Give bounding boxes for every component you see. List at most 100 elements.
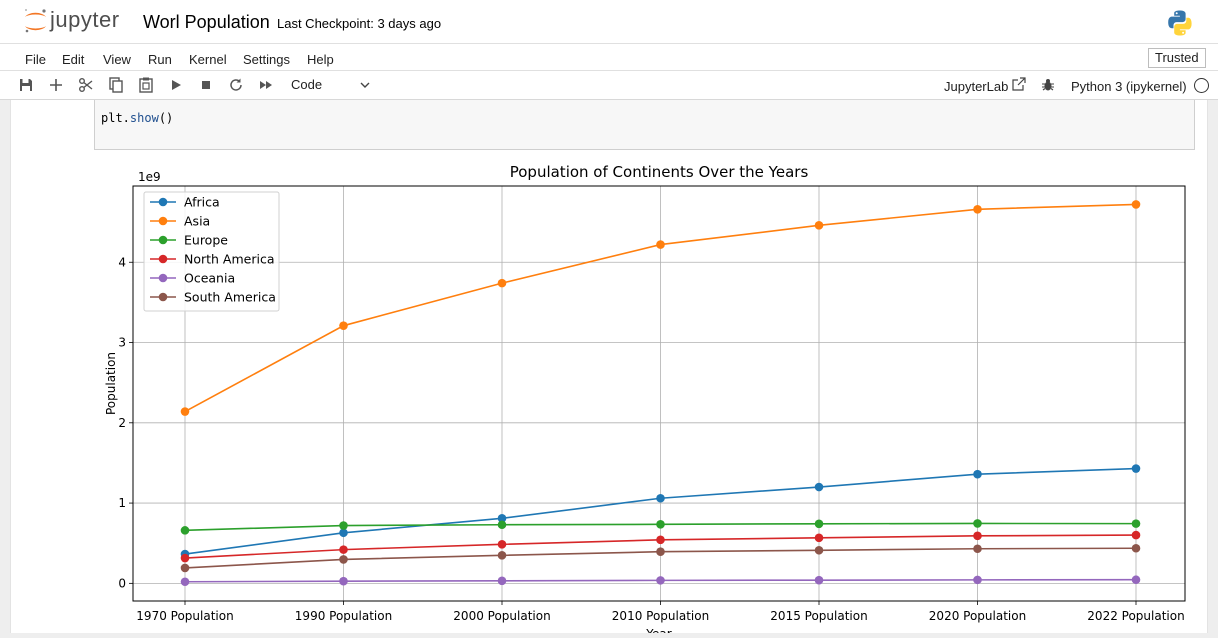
data-point <box>339 545 348 554</box>
x-tick-label: 2000 Population <box>453 609 550 623</box>
data-point <box>656 493 665 503</box>
data-point <box>656 535 665 545</box>
save-icon[interactable] <box>17 76 35 94</box>
jupyterlab-link[interactable]: JupyterLab <box>944 79 1009 94</box>
jupyter-logo-icon[interactable] <box>22 6 130 36</box>
cell-type-select[interactable]: Code <box>283 75 375 95</box>
data-point <box>973 575 982 585</box>
restart-icon[interactable] <box>227 76 245 94</box>
x-tick-label: 2015 Population <box>770 609 867 623</box>
y-tick-label: 3 <box>118 336 126 350</box>
external-link-icon[interactable] <box>1012 77 1026 91</box>
legend-label: Africa <box>184 195 220 210</box>
chevron-down-icon <box>360 82 370 88</box>
data-point <box>814 519 824 529</box>
data-point <box>339 528 348 538</box>
x-axis-label: Year <box>645 627 671 638</box>
legend-marker <box>158 292 168 302</box>
notebook-title[interactable]: Worl Population <box>143 12 270 32</box>
data-point <box>1131 519 1141 528</box>
data-point <box>497 540 507 549</box>
data-point <box>497 514 507 523</box>
y-tick-label: 0 <box>118 576 126 590</box>
data-point <box>339 555 348 564</box>
code-line: plt.show() <box>101 111 173 125</box>
cut-icon[interactable] <box>77 76 95 94</box>
data-point <box>973 531 982 541</box>
copy-icon[interactable] <box>107 76 125 94</box>
fast-forward-icon[interactable] <box>257 76 275 94</box>
legend-marker <box>158 254 168 264</box>
notebook-page: plt.show() Population of Continents Over… <box>10 100 1208 638</box>
grid-layer <box>133 186 1185 601</box>
trusted-indicator[interactable]: Trusted <box>1148 48 1206 68</box>
data-point <box>180 407 190 416</box>
y-tick-label: 2 <box>118 416 126 430</box>
y-tick-label: 1 <box>118 496 126 510</box>
chart-legend: Africa Asia Europe North America Oceania Sout… <box>143 191 280 312</box>
legend-label: Asia <box>184 214 210 229</box>
legend-label: North America <box>184 252 275 267</box>
x-tick-label: 1970 Population <box>136 609 233 623</box>
data-point <box>973 204 982 214</box>
menu-settings[interactable]: Settings <box>243 52 290 67</box>
kernel-name[interactable]: Python 3 (ipykernel) <box>1071 79 1187 94</box>
data-point <box>973 519 982 528</box>
code-cell[interactable]: plt.show() <box>94 100 1195 150</box>
paste-icon[interactable] <box>137 76 155 94</box>
menu-run[interactable]: Run <box>148 52 172 67</box>
plot-frame <box>132 185 1186 602</box>
last-checkpoint: Last Checkpoint: 3 days ago <box>277 16 442 31</box>
data-point <box>814 221 824 230</box>
x-tick-label: 2020 Population <box>929 609 1026 623</box>
run-icon[interactable] <box>167 76 185 94</box>
data-point <box>656 547 665 557</box>
y-axis-offset-label: 1e9 <box>138 170 161 184</box>
data-point <box>1131 464 1141 473</box>
data-point <box>814 533 824 543</box>
data-point <box>497 278 507 288</box>
series-layer <box>180 200 1141 587</box>
data-point <box>973 469 982 479</box>
legend-marker <box>158 216 168 226</box>
menubar: File Edit View Run Kernel Settings Help … <box>0 43 1218 71</box>
legend-label: South America <box>184 290 276 305</box>
data-point <box>814 545 824 555</box>
menu-file[interactable]: File <box>25 52 46 67</box>
data-point <box>656 520 665 529</box>
notebook-area: plt.show() Population of Continents Over… <box>0 100 1218 638</box>
data-point <box>1131 543 1141 553</box>
data-point <box>497 520 507 530</box>
menu-edit[interactable]: Edit <box>62 52 85 67</box>
data-point <box>180 526 190 535</box>
data-point <box>814 575 824 585</box>
data-point <box>656 576 665 585</box>
data-point <box>973 544 982 554</box>
x-tick-label: 2010 Population <box>612 609 709 623</box>
data-point <box>1131 575 1141 585</box>
data-point <box>180 577 190 587</box>
cell-type-value: Code <box>291 77 323 92</box>
y-axis-label: Population <box>104 352 118 415</box>
add-icon[interactable] <box>47 76 65 94</box>
menu-help[interactable]: Help <box>307 52 334 67</box>
data-point <box>497 551 507 560</box>
menu-view[interactable]: View <box>103 52 131 67</box>
data-point <box>814 482 824 492</box>
x-tick-label: 2022 Population <box>1087 609 1184 623</box>
code-object: plt. <box>101 111 130 125</box>
legend-marker <box>158 235 168 245</box>
legend-label: Oceania <box>184 271 235 286</box>
debugger-bug-icon[interactable] <box>1041 78 1055 92</box>
data-point <box>339 521 348 530</box>
y-tick-label: 4 <box>118 255 126 269</box>
data-point <box>339 321 348 330</box>
stop-icon[interactable] <box>197 76 215 94</box>
bottom-strip <box>0 633 1218 638</box>
data-point <box>497 576 507 586</box>
code-parens: () <box>158 111 174 125</box>
population-line-chart: Population of Continents Over the Years … <box>104 163 1186 638</box>
menu-kernel[interactable]: Kernel <box>189 52 227 67</box>
header: jupyter Worl Population Last Checkpoint:… <box>0 0 1218 43</box>
legend-box <box>143 191 280 312</box>
